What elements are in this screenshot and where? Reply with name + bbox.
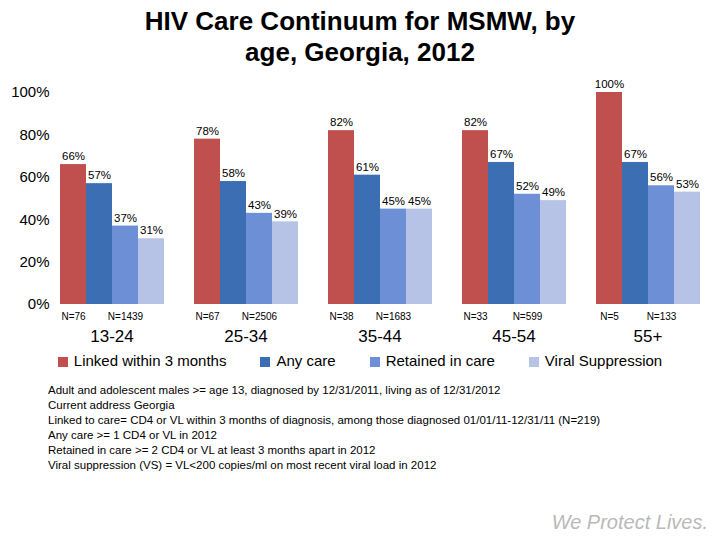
svg-text:61%: 61% <box>356 161 379 173</box>
svg-text:25-34: 25-34 <box>224 327 267 346</box>
svg-text:45%: 45% <box>408 195 431 207</box>
svg-text:N=76: N=76 <box>61 311 86 322</box>
svg-text:100%: 100% <box>595 78 624 90</box>
html-text:Retained in care >= 2 CD4 or V: Retained in care >= 2 CD4 or VL at least… <box>48 444 376 456</box>
html-text:Adult and adolescent males >=: Adult and adolescent males >= age 13, di… <box>48 384 501 396</box>
html-text:Current address Georgia: Current address Georgia <box>48 399 175 411</box>
svg-text:67%: 67% <box>624 148 647 160</box>
svg-text:49%: 49% <box>542 186 565 198</box>
svg-text:N=38: N=38 <box>329 311 354 322</box>
svg-text:55+: 55+ <box>634 327 663 346</box>
svg-text:80%: 80% <box>19 126 49 143</box>
html-text:Viral Suppression: Viral Suppression <box>544 352 663 369</box>
svg-text:40%: 40% <box>19 211 49 228</box>
svg-text:53%: 53% <box>676 178 699 190</box>
svg-text:37%: 37% <box>114 212 137 224</box>
svg-text:N=5: N=5 <box>600 311 619 322</box>
svg-text:20%: 20% <box>19 253 49 270</box>
svg-text:82%: 82% <box>330 116 353 128</box>
svg-text:N=33: N=33 <box>463 311 488 322</box>
html-text:We Protect Lives.: We Protect Lives. <box>551 511 708 533</box>
svg-text:58%: 58% <box>222 167 245 179</box>
svg-text:N=1439: N=1439 <box>108 311 144 322</box>
html-text:Linked to care= CD4 or VL with: Linked to care= CD4 or VL within 3 month… <box>48 414 601 426</box>
svg-text:82%: 82% <box>464 116 487 128</box>
svg-text:45-54: 45-54 <box>492 327 535 346</box>
svg-text:45%: 45% <box>382 195 405 207</box>
svg-text:56%: 56% <box>650 171 673 183</box>
svg-text:52%: 52% <box>516 180 539 192</box>
svg-text:N=67: N=67 <box>195 311 220 322</box>
html-text:HIV Care Continuum for MSMW, b: HIV Care Continuum for MSMW, by age, Geo… <box>144 6 576 67</box>
html-text:Any care: Any care <box>276 352 336 369</box>
html-text:Retained in care: Retained in care <box>385 352 495 369</box>
svg-text:60%: 60% <box>19 168 49 185</box>
html-text:Linked within 3 months: Linked within 3 months <box>73 352 227 369</box>
svg-text:35-44: 35-44 <box>358 327 401 346</box>
svg-text:N=2506: N=2506 <box>242 311 278 322</box>
svg-text:0%: 0% <box>28 295 50 312</box>
svg-text:N=133: N=133 <box>647 311 677 322</box>
svg-text:100%: 100% <box>11 83 49 100</box>
html-text:Viral suppression (VS) = VL<20: Viral suppression (VS) = VL<200 copies/m… <box>48 459 437 471</box>
svg-text:57%: 57% <box>88 169 111 181</box>
svg-text:67%: 67% <box>490 148 513 160</box>
svg-text:N=1683: N=1683 <box>376 311 412 322</box>
html-text:Any care >= 1 CD4 or VL in 201: Any care >= 1 CD4 or VL in 2012 <box>48 429 217 441</box>
svg-text:66%: 66% <box>62 150 85 162</box>
svg-text:43%: 43% <box>248 199 271 211</box>
svg-text:13-24: 13-24 <box>90 327 133 346</box>
svg-text:N=599: N=599 <box>513 311 543 322</box>
svg-text:78%: 78% <box>196 125 219 137</box>
svg-text:31%: 31% <box>140 224 163 236</box>
svg-text:39%: 39% <box>274 208 297 220</box>
